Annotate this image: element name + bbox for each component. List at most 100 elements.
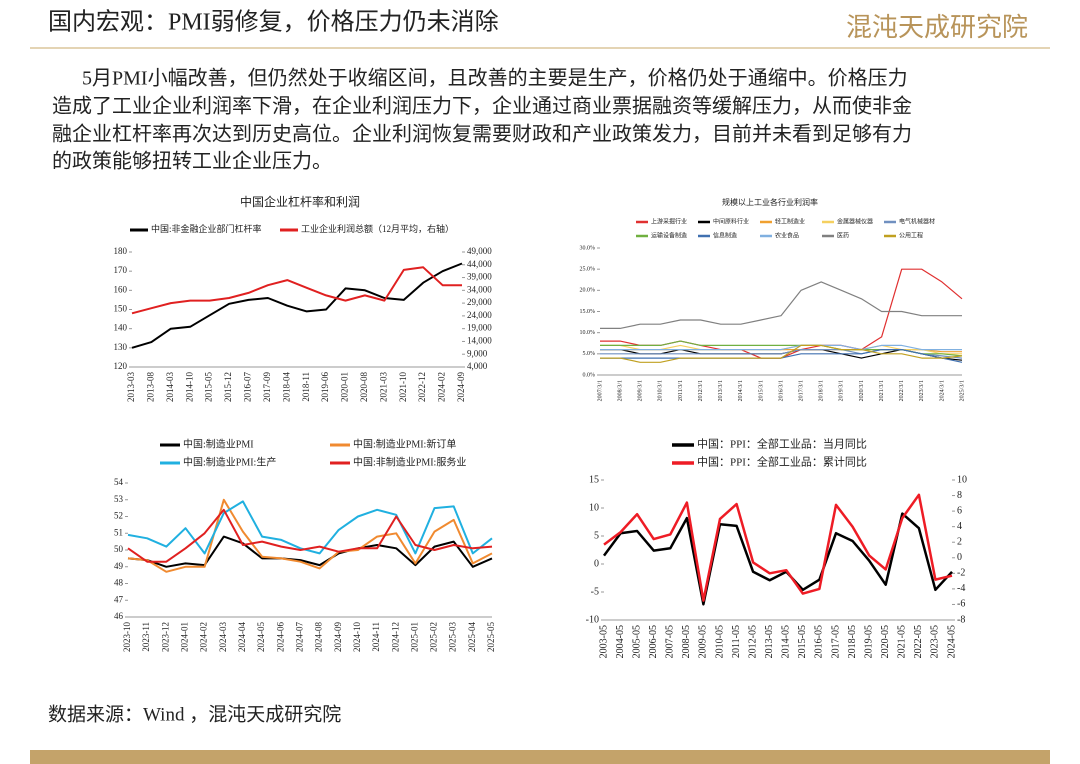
x-tick-label: 2007/3/1: [597, 380, 603, 401]
x-tick-label: 2021-10: [398, 372, 408, 402]
x-tick-label: 2017-05: [830, 625, 841, 658]
x-tick-label: 2014-03: [165, 372, 175, 402]
legend-label: 上游采掘行业: [651, 217, 687, 225]
legend-label: 中间原料行业: [713, 217, 749, 225]
legend-label: 中国:制造业PMI:新订单: [353, 437, 456, 450]
body-line: 的政策能够扭转工业企业压力。: [52, 150, 332, 173]
legend-label: 农业食品: [775, 231, 799, 239]
series-line: [600, 344, 963, 363]
legend-label: 中国:非制造业PMI:服务业: [353, 455, 466, 468]
y-tick-label: 25.0%: [580, 267, 596, 273]
x-tick-label: 2016/3/1: [778, 380, 784, 401]
x-tick-label: 2023-12: [160, 622, 170, 652]
y-tick-label: 180: [114, 246, 128, 256]
x-tick-label: 2025-03: [448, 622, 458, 652]
x-tick-label: 2024-04: [237, 622, 247, 652]
y-tick-label: 46: [114, 611, 124, 621]
x-tick-label: 2024-01: [180, 622, 190, 652]
x-tick-label: 2009-05: [698, 625, 709, 658]
x-tick-label: 2024-10: [352, 622, 362, 652]
x-tick-label: 2024-02: [199, 622, 209, 652]
series-line: [127, 508, 493, 563]
x-tick-label: 2016-05: [814, 625, 825, 658]
x-tick-label: 2021-03: [378, 372, 388, 402]
x-tick-label: 2024/3/1: [939, 380, 945, 401]
y-tick-label: 170: [114, 265, 128, 275]
x-tick-label: 2011/3/1: [678, 380, 684, 401]
body-line: 5月PMI小幅改善，但仍然处于收缩区间，且改善的主要是生产，价格仍处于通缩中。价…: [82, 67, 908, 90]
y-tick-label: 53: [114, 494, 124, 504]
series-line: [127, 498, 493, 573]
x-tick-label: 2007-05: [665, 625, 676, 658]
x-tick-label: 2010/3/1: [658, 380, 664, 401]
y-tick-label: -5: [591, 586, 599, 597]
x-tick-label: 2023-11: [141, 622, 151, 652]
x-tick-label: 2024-05: [946, 625, 957, 658]
y-tick-label: 49: [114, 561, 124, 571]
x-tick-label: 2009/3/1: [638, 380, 644, 401]
legend-label: 中国:制造业PMI: [183, 437, 254, 450]
y-tick-label: 10: [589, 502, 599, 513]
y-tick-label: 20.0%: [580, 288, 596, 294]
y-tick-label: -6: [957, 599, 965, 610]
legend-label: 金属器械仪器: [837, 217, 873, 225]
legend-label: 中国:制造业PMI:生产: [183, 455, 276, 468]
x-tick-label: 2023/3/1: [919, 380, 925, 401]
y-tick-label: 44,000: [467, 259, 492, 269]
footer-source: 数据来源：Wind ，混沌天成研究院: [48, 703, 341, 725]
x-tick-label: 2024-05: [256, 622, 266, 652]
x-tick-label: 2004-05: [615, 625, 626, 658]
legend-label: 中国：PPI：全部工业品：累计同比: [697, 455, 867, 469]
y-tick-label: 10: [957, 474, 967, 485]
y-tick-label: 49,000: [467, 246, 492, 256]
legend-label: 中国：PPI：全部工业品：当月同比: [697, 437, 867, 451]
x-tick-label: 2015/3/1: [758, 380, 764, 401]
x-tick-label: 2017-09: [262, 372, 272, 402]
y-tick-label: 15.0%: [580, 309, 596, 315]
x-tick-label: 2014-05: [781, 625, 792, 658]
y-tick-label: 9,000: [467, 348, 488, 358]
page-title: 国内宏观：PMI弱修复，价格压力仍未消除: [48, 9, 499, 36]
y-tick-label: 0: [594, 558, 599, 569]
x-tick-label: 2024-11: [371, 622, 381, 652]
x-tick-label: 2018-11: [301, 372, 311, 402]
y-tick-label: 29,000: [467, 297, 492, 307]
x-tick-label: 2015-05: [204, 372, 214, 402]
x-tick-label: 2015-05: [797, 625, 808, 658]
y-tick-label: 0.0%: [583, 372, 596, 378]
legend-label: 公用工程: [899, 231, 923, 239]
y-tick-label: 47: [114, 594, 124, 604]
y-tick-label: 39,000: [467, 272, 492, 282]
y-tick-label: 34,000: [467, 284, 492, 294]
x-tick-label: 2022-12: [417, 372, 427, 402]
series-line: [600, 349, 963, 363]
x-tick-label: 2024-12: [390, 622, 400, 652]
series-line: [131, 262, 463, 349]
y-tick-label: -10: [586, 614, 599, 625]
y-tick-label: 4,000: [467, 361, 488, 371]
x-tick-label: 2019-06: [320, 372, 330, 402]
x-tick-label: 2018-04: [281, 372, 291, 402]
legend-label: 电气机械器材: [899, 217, 935, 225]
x-tick-label: 2013-08: [145, 372, 155, 402]
x-tick-label: 2018/3/1: [819, 380, 825, 401]
x-tick-label: 2020-01: [340, 372, 350, 402]
series-line: [602, 512, 953, 606]
y-tick-label: 0: [957, 552, 962, 563]
y-tick-label: 14,000: [467, 336, 492, 346]
x-tick-label: 2024-07: [294, 622, 304, 652]
y-tick-label: 51: [114, 527, 123, 537]
y-tick-label: 2: [957, 537, 962, 548]
x-tick-label: 2024-08: [314, 622, 324, 652]
y-tick-label: 15: [589, 474, 599, 485]
x-tick-label: 2005-05: [631, 625, 642, 658]
x-tick-label: 2023-05: [930, 625, 941, 658]
x-tick-label: 2020-08: [359, 372, 369, 402]
series-line: [131, 266, 462, 315]
x-tick-label: 2025-01: [409, 622, 419, 652]
y-tick-label: 8: [957, 490, 962, 501]
chart-title: 中国企业杠杆率和利润: [240, 194, 360, 209]
y-tick-label: 160: [114, 284, 128, 294]
body-line: 融企业杠杆率再次达到历史高位。企业利润恢复需要财政和产业政策发力，目前并未看到足…: [52, 123, 912, 146]
